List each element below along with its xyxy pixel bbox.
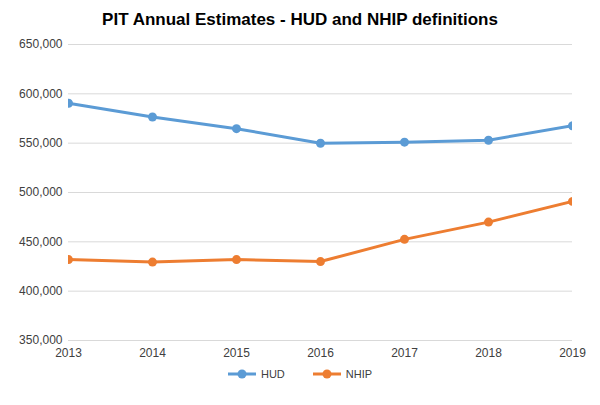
svg-text:2015: 2015 (223, 346, 250, 360)
svg-text:2016: 2016 (307, 346, 334, 360)
html-text:NHIP: NHIP (345, 368, 373, 380)
svg-text:500,000: 500,000 (19, 185, 63, 199)
svg-text:400,000: 400,000 (19, 284, 63, 298)
html-text:HUD: HUD (260, 368, 285, 380)
html-text:PIT Annual Estimates - HUD and: PIT Annual Estimates - HUD and NHIP defi… (102, 10, 498, 29)
svg-text:2019: 2019 (559, 346, 586, 360)
svg-text:350,000: 350,000 (19, 333, 63, 348)
svg-text:2014: 2014 (139, 346, 166, 360)
svg-text:450,000: 450,000 (19, 235, 63, 249)
svg-text:550,000: 550,000 (19, 136, 63, 150)
svg-text:600,000: 600,000 (19, 87, 63, 101)
svg-text:2018: 2018 (475, 346, 502, 360)
svg-text:2013: 2013 (55, 346, 82, 360)
svg-text:2017: 2017 (391, 346, 418, 360)
svg-text:650,000: 650,000 (19, 37, 63, 51)
